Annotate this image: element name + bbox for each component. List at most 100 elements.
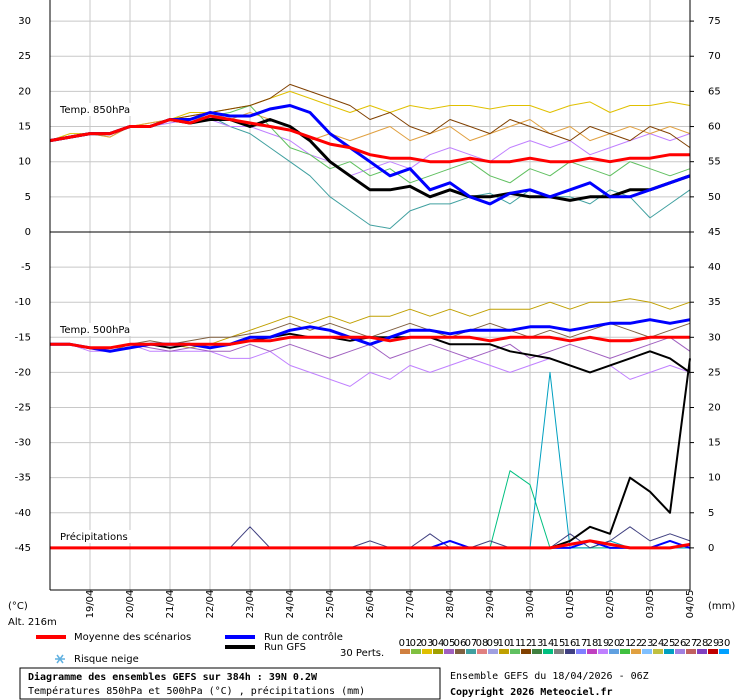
y2-tick-label: 30 [708, 332, 721, 343]
snow-label: Risque neige [74, 654, 139, 665]
y-tick-label: -30 [15, 438, 31, 449]
pert-swatch [510, 649, 520, 654]
pert-swatch [587, 649, 597, 654]
y2-tick-label: 10 [708, 473, 721, 484]
pert-swatch [499, 649, 509, 654]
y2-tick-label: 20 [708, 402, 721, 413]
pert-swatch [488, 649, 498, 654]
pert-swatch [675, 649, 685, 654]
y-tick-label: 25 [18, 51, 31, 62]
pert-label: 02 [410, 638, 423, 649]
pert-swatch [708, 649, 718, 654]
series-line [50, 539, 691, 550]
pert-label: 18 [586, 638, 599, 649]
pert-swatch [466, 649, 476, 654]
annotation: Temp. 500hPa [59, 325, 130, 336]
left-unit: (°C) [8, 601, 28, 612]
pert-swatch [598, 649, 608, 654]
x-tick-label: 26/04 [365, 590, 376, 619]
pert-swatch [686, 649, 696, 654]
pert-label: 03 [421, 638, 434, 649]
y2-tick-label: 55 [708, 157, 721, 168]
pert-label: 19 [597, 638, 610, 649]
pert-swatch [642, 649, 652, 654]
pert-label: 04 [432, 638, 445, 649]
pert-label: 21 [619, 638, 632, 649]
x-tick-label: 27/04 [405, 590, 416, 619]
x-tick-label: 19/04 [85, 590, 96, 619]
pert-label: 22 [630, 638, 643, 649]
x-tick-label: 24/04 [285, 590, 296, 619]
pert-swatch [444, 649, 454, 654]
pert-label: 12 [520, 638, 533, 649]
y2-tick-label: 45 [708, 227, 721, 238]
annotation: Temp. 850hPa [59, 105, 130, 116]
y2-tick-label: 25 [708, 367, 721, 378]
x-tick-label: 29/04 [485, 590, 496, 619]
pert-label: 26 [674, 638, 687, 649]
pert-swatch [411, 649, 421, 654]
pert-label: 29 [707, 638, 720, 649]
pert-label: 15 [553, 638, 566, 649]
pert-label: 06 [454, 638, 467, 649]
y2-tick-label: 0 [708, 543, 714, 554]
legend-label: Run de contrôle [264, 631, 343, 643]
footer-copyright: Copyright 2026 Meteociel.fr [450, 686, 613, 698]
y-tick-label: -5 [21, 262, 31, 273]
y2-tick-label: 15 [708, 438, 721, 449]
x-tick-label: 20/04 [125, 590, 136, 619]
pert-label: 30 [718, 638, 731, 649]
pert-swatch [697, 649, 707, 654]
pert-swatch [477, 649, 487, 654]
pert-label: 01 [399, 638, 412, 649]
y2-tick-label: 70 [708, 51, 721, 62]
pert-swatch [565, 649, 575, 654]
y-tick-label: 15 [18, 122, 31, 133]
x-tick-label: 04/05 [685, 590, 696, 619]
y2-tick-label: 5 [708, 508, 714, 519]
pert-label: 28 [696, 638, 709, 649]
pert-swatch [543, 649, 553, 654]
x-tick-label: 01/05 [565, 590, 576, 619]
pert-label: 08 [476, 638, 489, 649]
pert-swatch [422, 649, 432, 654]
pert-swatch [400, 649, 410, 654]
pert-label: 13 [531, 638, 544, 649]
x-tick-label: 21/04 [165, 590, 176, 619]
x-tick-label: 03/05 [645, 590, 656, 619]
footer-run: Ensemble GEFS du 18/04/2026 - 06Z [450, 671, 649, 682]
y-tick-label: 5 [25, 192, 31, 203]
y-tick-label: 10 [18, 157, 31, 168]
pert-label: 25 [663, 638, 676, 649]
legend-label: Run GFS [264, 642, 306, 653]
altitude: Alt. 216m [8, 617, 57, 628]
x-tick-label: 22/04 [205, 590, 216, 619]
pert-swatch [532, 649, 542, 654]
plot-area [49, 0, 691, 590]
pert-label: 07 [465, 638, 478, 649]
pert-swatch [433, 649, 443, 654]
pert-swatch [554, 649, 564, 654]
pert-swatch [576, 649, 586, 654]
footer-title: Diagramme des ensembles GEFS sur 384h : … [28, 671, 318, 683]
x-tick-label: 25/04 [325, 590, 336, 619]
y2-tick-label: 75 [708, 16, 721, 27]
x-tick-label: 23/04 [245, 590, 256, 619]
y-tick-label: -15 [15, 332, 31, 343]
y-tick-label: -35 [15, 473, 31, 484]
pert-swatch [664, 649, 674, 654]
y-tick-label: 0 [25, 227, 31, 238]
y-tick-label: 30 [18, 16, 31, 27]
pert-label: 14 [542, 638, 555, 649]
pert-swatch [620, 649, 630, 654]
pert-label: 20 [608, 638, 621, 649]
y-tick-label: -40 [15, 508, 31, 519]
pert-swatch [455, 649, 465, 654]
y-tick-label: -25 [15, 402, 31, 413]
y2-tick-label: 60 [708, 122, 721, 133]
right-unit: (mm) [708, 601, 735, 612]
y-tick-label: -10 [15, 297, 31, 308]
pert-swatch [521, 649, 531, 654]
snow-icon [55, 654, 65, 664]
